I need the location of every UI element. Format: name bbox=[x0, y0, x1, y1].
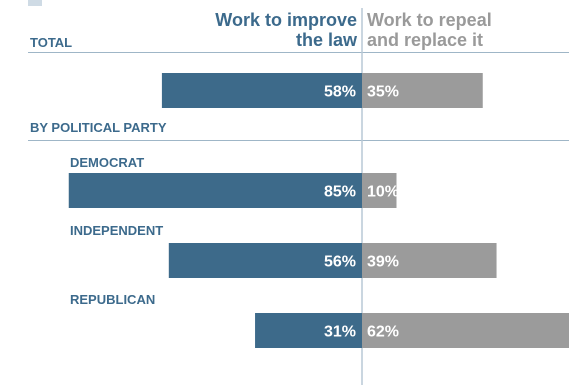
legend-improve: Work to improve the law bbox=[215, 10, 357, 50]
bar-improve-democrat bbox=[68, 173, 362, 208]
value-label-improve-republican: 31% bbox=[324, 324, 356, 341]
section-party-label: BY POLITICAL PARTY bbox=[30, 120, 167, 135]
value-label-repeal-total: 35% bbox=[367, 84, 399, 101]
category-label-republican: REPUBLICAN bbox=[70, 292, 156, 307]
section-total-label: TOTAL bbox=[30, 35, 73, 50]
corner-marker bbox=[28, 0, 42, 6]
legend-improve-line2: the law bbox=[295, 30, 357, 50]
bar-improve-republican bbox=[255, 313, 362, 348]
value-label-improve-independent: 56% bbox=[324, 254, 356, 271]
section-total-rule bbox=[28, 52, 569, 53]
value-label-repeal-republican: 62% bbox=[367, 324, 399, 341]
bar-improve-total bbox=[161, 73, 362, 108]
value-label-repeal-independent: 39% bbox=[367, 254, 399, 271]
bar-repeal-independent bbox=[362, 243, 497, 278]
category-label-democrat: DEMOCRAT bbox=[70, 155, 145, 170]
legend-repeal-line2: and replace it bbox=[367, 30, 484, 50]
legend-improve-line1: Work to improve bbox=[215, 10, 357, 30]
bar-improve-independent bbox=[168, 243, 362, 278]
value-label-improve-total: 58% bbox=[324, 84, 356, 101]
category-label-independent: INDEPENDENT bbox=[70, 223, 164, 238]
section-party-rule bbox=[28, 140, 569, 141]
legend-repeal: Work to repeal and replace it bbox=[367, 10, 492, 50]
value-label-improve-democrat: 85% bbox=[324, 184, 356, 201]
bar-repeal-republican bbox=[362, 313, 569, 348]
bar-repeal-total bbox=[362, 73, 483, 108]
value-label-repeal-democrat: 10% bbox=[367, 184, 399, 201]
legend-repeal-line1: Work to repeal bbox=[367, 10, 492, 30]
bar-repeal-democrat bbox=[362, 173, 397, 208]
